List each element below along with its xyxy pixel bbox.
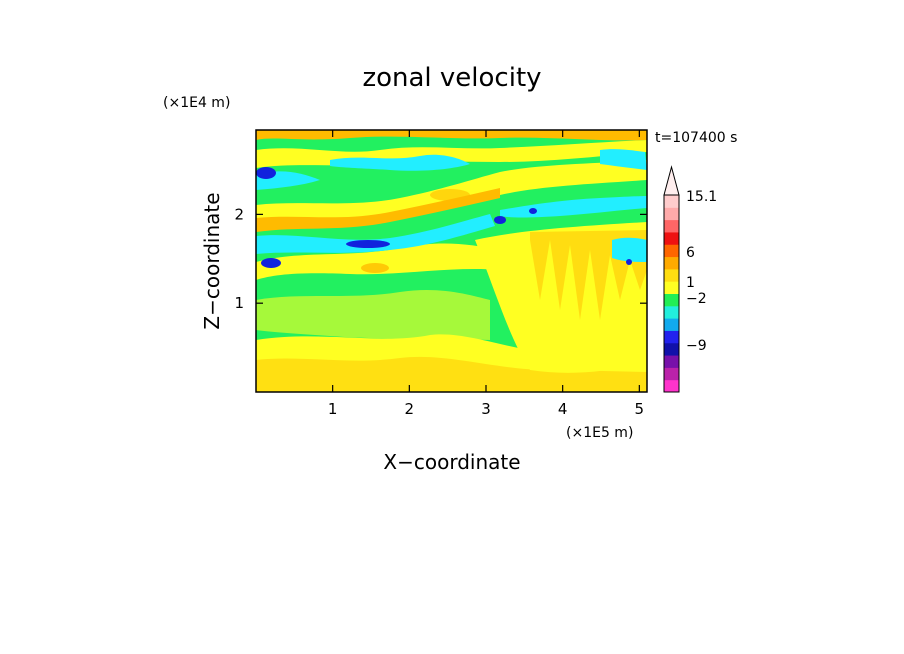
x-axis-ticks: 1 2 3 4 5 bbox=[328, 130, 644, 418]
colorbar-swatch bbox=[664, 367, 679, 381]
x-tick-label: 1 bbox=[328, 400, 338, 418]
colorbar-swatch bbox=[664, 342, 679, 356]
field-blob-blue bbox=[346, 240, 390, 248]
x-axis-title: X−coordinate bbox=[383, 450, 520, 474]
colorbar-swatch bbox=[664, 305, 679, 319]
x-unit-label: (×1E5 m) bbox=[566, 425, 633, 441]
x-tick-label: 4 bbox=[558, 400, 568, 418]
colorbar-label: 15.1 bbox=[686, 189, 717, 205]
colorbar-swatch bbox=[664, 330, 679, 344]
y-tick-label: 1 bbox=[234, 294, 244, 312]
colorbar-extension-arrow bbox=[663, 165, 680, 196]
x-tick-label: 3 bbox=[481, 400, 491, 418]
colorbar-label: −9 bbox=[686, 338, 707, 354]
colorbar: 15.1 6 1−2 −9 bbox=[663, 165, 717, 393]
field-band-orange bbox=[256, 130, 647, 141]
colorbar-swatch bbox=[664, 231, 679, 245]
field-band-cyan bbox=[612, 237, 647, 262]
field-blob-blue bbox=[494, 216, 506, 224]
field-band-cyan bbox=[500, 196, 647, 218]
field-band-cyan bbox=[256, 214, 495, 254]
colorbar-swatch bbox=[664, 318, 679, 331]
field-band-cyan bbox=[330, 154, 470, 171]
field-band-yellow bbox=[256, 334, 647, 392]
colorbar-swatch bbox=[664, 355, 679, 368]
y-axis-title: Z−coordinate bbox=[200, 192, 224, 329]
colorbar-swatch bbox=[664, 256, 679, 270]
field-band-yellow bbox=[256, 243, 500, 280]
field-band-orange bbox=[256, 356, 647, 392]
colorbar-swatch bbox=[664, 293, 679, 307]
colorbar-frame bbox=[663, 194, 680, 393]
field-blob-blue bbox=[256, 167, 276, 179]
field-blob-blue bbox=[626, 259, 632, 265]
field-band-yellow bbox=[256, 290, 490, 340]
colorbar-label: −2 bbox=[686, 291, 707, 307]
colorbar-swatch bbox=[664, 219, 679, 233]
y-tick-label: 2 bbox=[234, 205, 244, 223]
field-blob-blue bbox=[529, 208, 537, 214]
y-unit-label: (×1E4 m) bbox=[163, 95, 230, 111]
x-tick-label: 5 bbox=[635, 400, 645, 418]
colorbar-swatch bbox=[664, 281, 679, 294]
colorbar-swatch bbox=[664, 268, 679, 282]
plot-frame bbox=[255, 129, 648, 393]
chart-title: zonal velocity bbox=[362, 63, 541, 93]
x-tick-label: 2 bbox=[405, 400, 415, 418]
colorbar-swatch bbox=[664, 207, 679, 221]
field-band-orange bbox=[256, 188, 500, 232]
field-band-cyan bbox=[600, 149, 647, 170]
time-label: t=107400 s bbox=[655, 130, 737, 146]
colorbar-swatch bbox=[664, 244, 679, 258]
field-blob-orange bbox=[430, 189, 470, 201]
field-blob-blue bbox=[261, 258, 281, 268]
colorbar-swatch bbox=[664, 379, 679, 393]
colorbar-label: 1 bbox=[686, 275, 695, 291]
field-blob-orange bbox=[361, 263, 389, 273]
y-axis-ticks: 12 bbox=[234, 205, 647, 312]
colorbar-swatch bbox=[664, 195, 679, 208]
colorbar-label: 6 bbox=[686, 245, 695, 261]
contour-field bbox=[256, 130, 647, 392]
